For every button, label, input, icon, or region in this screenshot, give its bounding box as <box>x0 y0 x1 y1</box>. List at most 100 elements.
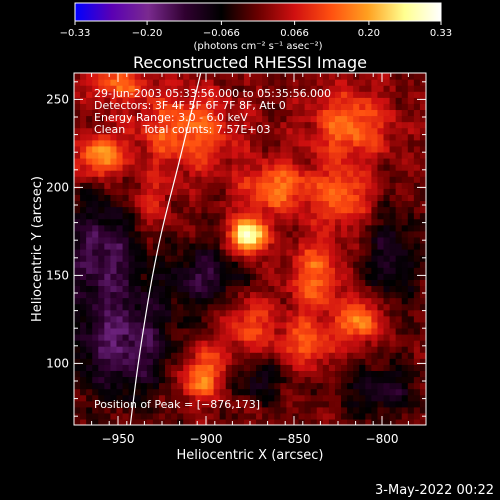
heatmap-cell <box>225 139 233 147</box>
heatmap-cell <box>213 321 221 329</box>
heatmap-cell <box>243 261 251 268</box>
heatmap-cell <box>140 97 148 104</box>
heatmap-cell <box>104 364 112 371</box>
heatmap-cell <box>86 376 93 384</box>
heatmap-cell <box>80 261 87 268</box>
heatmap-cell <box>98 73 105 80</box>
heatmap-cell <box>413 85 421 92</box>
heatmap-cell <box>407 170 415 177</box>
heatmap-cell <box>128 358 136 365</box>
heatmap-cell <box>256 406 263 414</box>
heatmap-cell <box>316 139 324 147</box>
heatmap-cell <box>395 206 403 214</box>
heatmap-cell <box>304 333 312 341</box>
heatmap-cell <box>146 261 154 268</box>
heatmap-cell <box>158 406 166 414</box>
heatmap-cell <box>389 73 397 80</box>
heatmap-cell <box>140 242 148 250</box>
heatmap-cell <box>158 242 166 250</box>
heatmap-cell <box>310 249 318 256</box>
heatmap-cell <box>165 236 172 244</box>
heatmap-cell <box>219 279 227 287</box>
colorbar-tick-label: 0.066 <box>280 28 309 39</box>
heatmap-cell <box>365 418 372 425</box>
heatmap-cell <box>140 291 148 299</box>
heatmap-cell <box>195 230 203 238</box>
heatmap-cell <box>80 164 87 171</box>
heatmap-cell <box>201 388 209 396</box>
heatmap-cell <box>304 145 312 153</box>
heatmap-cell <box>292 418 300 425</box>
heatmap-cell <box>104 267 112 274</box>
heatmap-cell <box>395 412 403 420</box>
heatmap-cell <box>219 91 227 98</box>
heatmap-cell <box>171 224 178 232</box>
heatmap-cell <box>165 139 172 147</box>
heatmap-cell <box>334 303 342 311</box>
heatmap-cell <box>98 224 105 232</box>
heatmap-cell <box>389 206 397 214</box>
heatmap-cell <box>419 261 426 268</box>
heatmap-cell <box>177 145 184 153</box>
heatmap-cell <box>225 261 233 268</box>
heatmap-cell <box>383 303 391 311</box>
heatmap-cell <box>407 267 415 274</box>
heatmap-cell <box>140 327 148 335</box>
heatmap-cell <box>110 382 118 390</box>
heatmap-cell <box>201 321 209 329</box>
heatmap-cell <box>225 206 233 214</box>
heatmap-cell <box>207 200 215 208</box>
heatmap-cell <box>274 418 281 425</box>
heatmap-cell <box>280 382 288 390</box>
heatmap-cell <box>219 418 227 425</box>
heatmap-cell <box>92 303 99 311</box>
heatmap-cell <box>122 376 130 384</box>
heatmap-cell <box>407 164 415 171</box>
heatmap-cell <box>298 176 306 183</box>
heatmap-cell <box>407 139 415 147</box>
heatmap-cell <box>407 242 415 250</box>
heatmap-cell <box>86 224 93 232</box>
heatmap-cell <box>74 151 81 159</box>
heatmap-cell <box>304 182 312 189</box>
heatmap-cell <box>359 91 366 98</box>
heatmap-cell <box>347 285 354 293</box>
heatmap-cell <box>280 145 288 153</box>
heatmap-cell <box>365 85 372 92</box>
heatmap-cell <box>98 121 105 129</box>
heatmap-cell <box>304 321 312 329</box>
heatmap-cell <box>158 157 166 165</box>
heatmap-cell <box>92 224 99 232</box>
heatmap-cell <box>395 352 403 359</box>
heatmap-cell <box>395 139 403 147</box>
heatmap-cell <box>298 170 306 177</box>
heatmap-cell <box>122 364 130 371</box>
heatmap-cell <box>250 340 257 347</box>
heatmap-cell <box>328 115 336 123</box>
heatmap-cell <box>146 176 154 183</box>
heatmap-cell <box>383 340 391 347</box>
heatmap-cell <box>353 194 360 202</box>
heatmap-cell <box>401 370 409 378</box>
heatmap-cell <box>262 285 269 293</box>
heatmap-cell <box>328 352 336 359</box>
heatmap-cell <box>140 394 148 402</box>
heatmap-cell <box>80 400 87 408</box>
heatmap-cell <box>322 406 330 414</box>
heatmap-cell <box>316 224 324 232</box>
heatmap-cell <box>243 115 251 123</box>
heatmap-cell <box>316 273 324 280</box>
heatmap-cell <box>268 127 275 135</box>
heatmap-cell <box>419 127 426 135</box>
colorbar-tick-label: 0.33 <box>430 28 452 39</box>
heatmap-cell <box>347 170 354 177</box>
heatmap-cell <box>243 267 251 274</box>
heatmap-cell <box>268 109 275 117</box>
heatmap-cell <box>280 157 288 165</box>
heatmap-cell <box>231 279 239 287</box>
heatmap-cell <box>401 188 409 195</box>
heatmap-cell <box>128 261 136 268</box>
heatmap-cell <box>219 412 227 420</box>
heatmap-cell <box>86 151 93 159</box>
heatmap-cell <box>419 400 426 408</box>
